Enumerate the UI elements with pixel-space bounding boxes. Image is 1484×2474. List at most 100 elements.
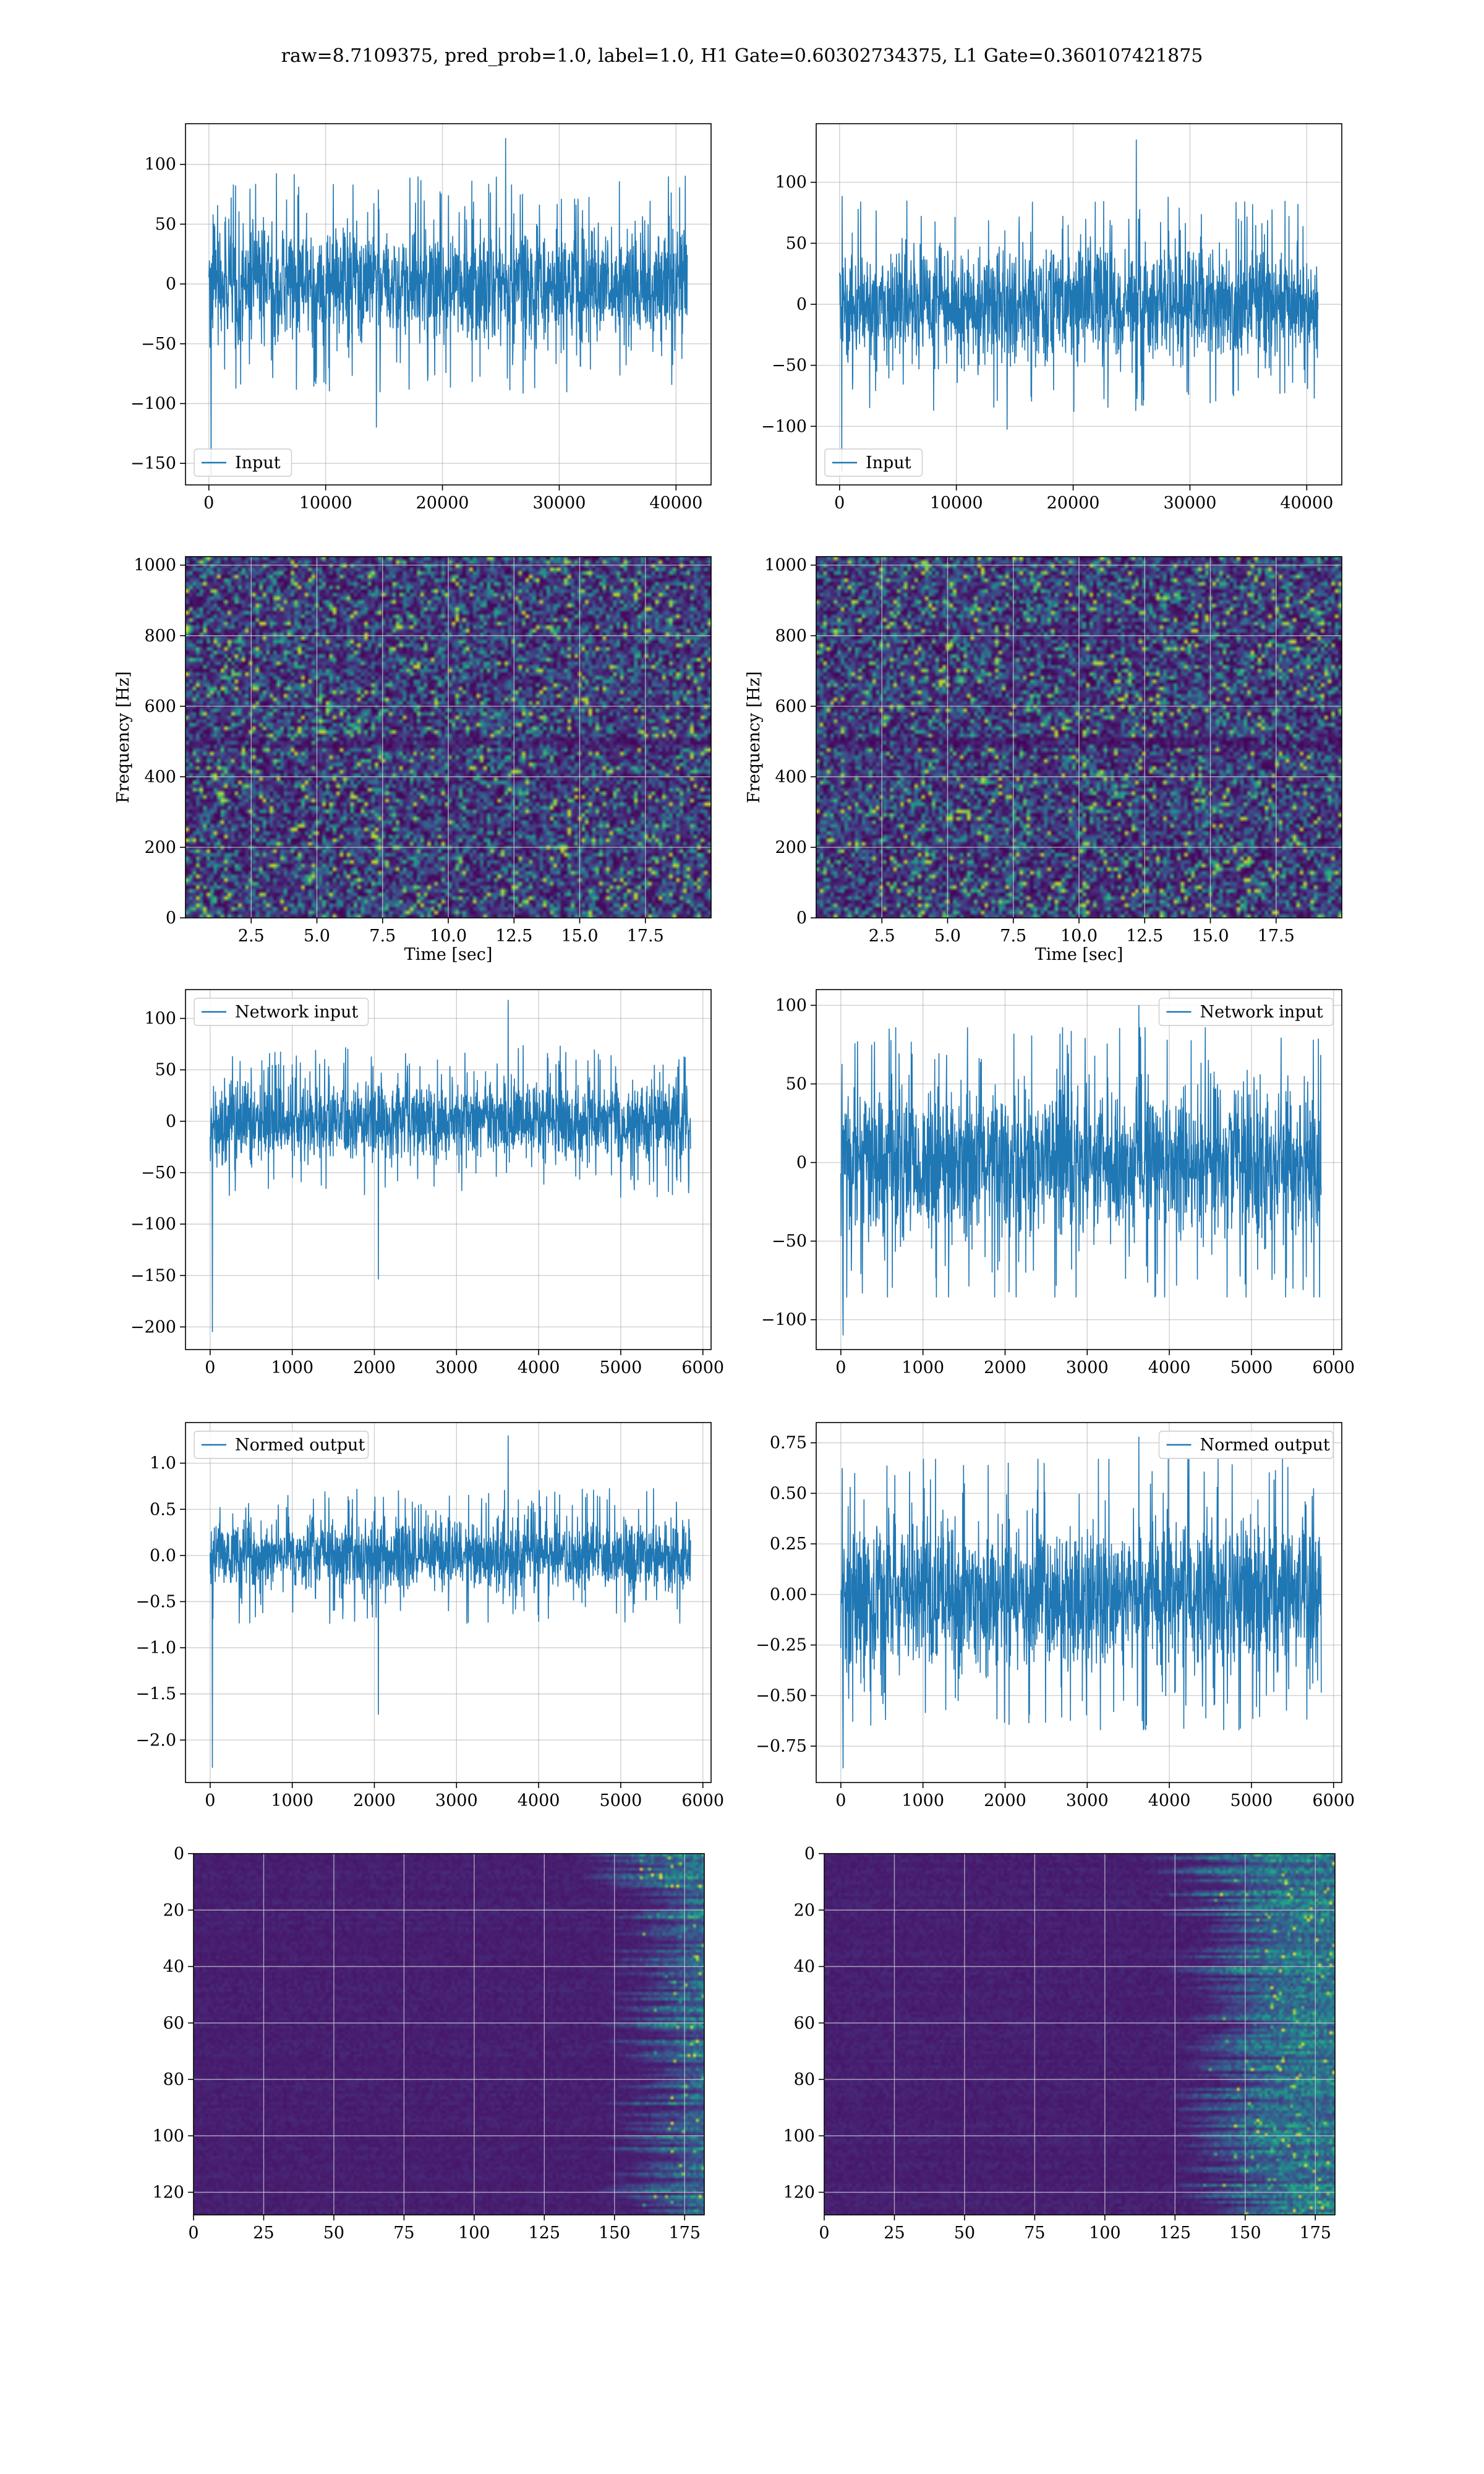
x-tick-label: 5000 [600, 1791, 642, 1810]
y-tick-label: −2.0 [135, 1731, 176, 1750]
y-tick-label: 0 [174, 1844, 184, 1864]
y-tick-label: −100 [130, 395, 176, 414]
x-tick-label: 50 [323, 2224, 344, 2243]
x-tick-label: 3000 [435, 1791, 478, 1810]
line-panel-row3-right: 0 1000 2000 3000 4000 5000 6000 −100 −50 0 50 100 Ne… [761, 989, 1355, 1377]
x-tick-label: 6000 [681, 1791, 724, 1810]
legend-box [1158, 998, 1334, 1026]
y-tick-label: 20 [794, 1901, 815, 1920]
legend: Normed output [1158, 1431, 1334, 1459]
y-tick-label: 40 [163, 1958, 184, 1977]
x-tick-label: 20000 [416, 494, 469, 513]
x-tick-label: 175 [1299, 2224, 1331, 2243]
legend-label: Normed output [1200, 1436, 1330, 1455]
x-tick-label: 6000 [1312, 1358, 1355, 1377]
series-line-row3-left [210, 999, 691, 1332]
y-tick-label: 400 [144, 768, 176, 787]
featuremap-image [824, 1854, 1335, 2215]
y-tick-label: −0.75 [756, 1737, 807, 1756]
x-tick-label: 4000 [518, 1791, 560, 1810]
x-tick-label: 75 [393, 2224, 414, 2243]
legend-box [194, 448, 292, 477]
y-tick-label: −1.0 [135, 1638, 176, 1658]
x-tick-label: 150 [599, 2224, 631, 2243]
y-tick-label: 20 [163, 1901, 184, 1920]
y-tick-label: 100 [144, 1009, 176, 1029]
y-tick-label: −100 [130, 1215, 176, 1234]
y-tick-label: 120 [783, 2183, 815, 2202]
y-tick-label: 1000 [134, 556, 176, 575]
legend-box [194, 1431, 369, 1459]
featuremap-panel-row5-right: 0 25 50 75 100 125 150 175 0 20 40 60 80 100 120 [783, 1844, 1336, 2243]
x-tick-label: 10000 [930, 494, 983, 513]
series-line-row4-left [210, 1435, 691, 1768]
y-tick-label: 100 [152, 2126, 184, 2146]
y-tick-label: −50 [141, 335, 176, 354]
x-tick-label: 5000 [1230, 1791, 1273, 1810]
y-tick-label: −50 [141, 1163, 176, 1183]
y-tick-label: 50 [786, 234, 807, 253]
y-tick-label: 50 [155, 1061, 176, 1080]
x-tick-label: 4000 [518, 1358, 560, 1377]
x-tick-label: 15.0 [561, 927, 598, 946]
x-tick-label: 150 [1229, 2224, 1261, 2243]
x-tick-label: 7.5 [369, 927, 396, 946]
x-tick-label: 0 [205, 1358, 215, 1377]
legend-box [194, 998, 369, 1026]
y-tick-label: −50 [772, 356, 807, 375]
y-tick-label: 0.25 [770, 1534, 807, 1554]
x-tick-label: 100 [1089, 2224, 1121, 2243]
x-tick-label: 3000 [1066, 1791, 1109, 1810]
line-panel-row1-right: 0 10000 20000 30000 40000 −100 −50 0 50 100 Input [761, 123, 1342, 513]
y-tick-label: −0.50 [756, 1686, 807, 1705]
x-tick-label: 3000 [1066, 1358, 1109, 1377]
line-panel-row4-left: 0 1000 2000 3000 4000 5000 6000 −2.0 −1.5 −1.0 −0.… [135, 1422, 724, 1810]
figure-suptitle: raw=8.7109375, pred_prob=1.0, label=1.0,… [281, 45, 1203, 67]
legend: Network input [1158, 998, 1334, 1026]
legend-label: Input [235, 453, 281, 473]
y-tick-label: 600 [775, 697, 807, 716]
y-tick-label: 400 [775, 768, 807, 787]
x-tick-label: 2000 [353, 1791, 396, 1810]
x-tick-label: 175 [668, 2224, 701, 2243]
x-tick-label: 4000 [1148, 1791, 1191, 1810]
legend-box [1158, 1431, 1334, 1459]
legend-box [824, 448, 923, 477]
x-tick-label: 5.0 [934, 927, 961, 946]
x-tick-label: 12.5 [1126, 927, 1163, 946]
x-axis-label: Time [sec] [404, 945, 493, 964]
axes-frame [824, 1853, 1336, 2215]
x-tick-label: 5000 [1230, 1358, 1273, 1377]
series-line-row4-right [840, 1436, 1322, 1769]
y-tick-label: 0.50 [770, 1484, 807, 1503]
y-tick-label: 800 [775, 627, 807, 646]
y-tick-label: 80 [794, 2070, 815, 2089]
x-tick-label: 4000 [1148, 1358, 1191, 1377]
x-tick-label: 0 [834, 494, 845, 513]
y-tick-label: 200 [775, 838, 807, 857]
x-tick-label: 12.5 [495, 927, 532, 946]
axes-frame [816, 1422, 1342, 1783]
axes-frame [193, 1853, 705, 2215]
x-tick-label: 6000 [681, 1358, 724, 1377]
x-tick-label: 10.0 [1060, 927, 1098, 946]
x-tick-label: 1000 [271, 1358, 313, 1377]
x-tick-label: 30000 [1163, 494, 1216, 513]
spectrogram-panel-row2-left: 2.5 5.0 7.5 10.0 12.5 15.0 17.5 0 200 400 600 800 10… [114, 556, 712, 964]
featuremap-image [194, 1854, 704, 2215]
x-tick-label: 20000 [1047, 494, 1100, 513]
x-tick-label: 30000 [532, 494, 586, 513]
y-tick-label: 100 [783, 2126, 815, 2146]
y-tick-label: 0 [796, 909, 807, 928]
y-tick-label: 600 [144, 697, 176, 716]
x-tick-label: 5000 [600, 1358, 642, 1377]
x-tick-label: 6000 [1312, 1791, 1355, 1810]
x-tick-label: 75 [1024, 2224, 1045, 2243]
x-tick-label: 10000 [299, 494, 352, 513]
x-tick-label: 125 [1159, 2224, 1192, 2243]
y-tick-label: 0.75 [770, 1434, 807, 1453]
y-tick-label: 0 [166, 1112, 176, 1131]
y-tick-label: −0.25 [756, 1636, 807, 1655]
y-tick-label: 0 [804, 1844, 815, 1864]
x-tick-label: 2000 [984, 1791, 1026, 1810]
